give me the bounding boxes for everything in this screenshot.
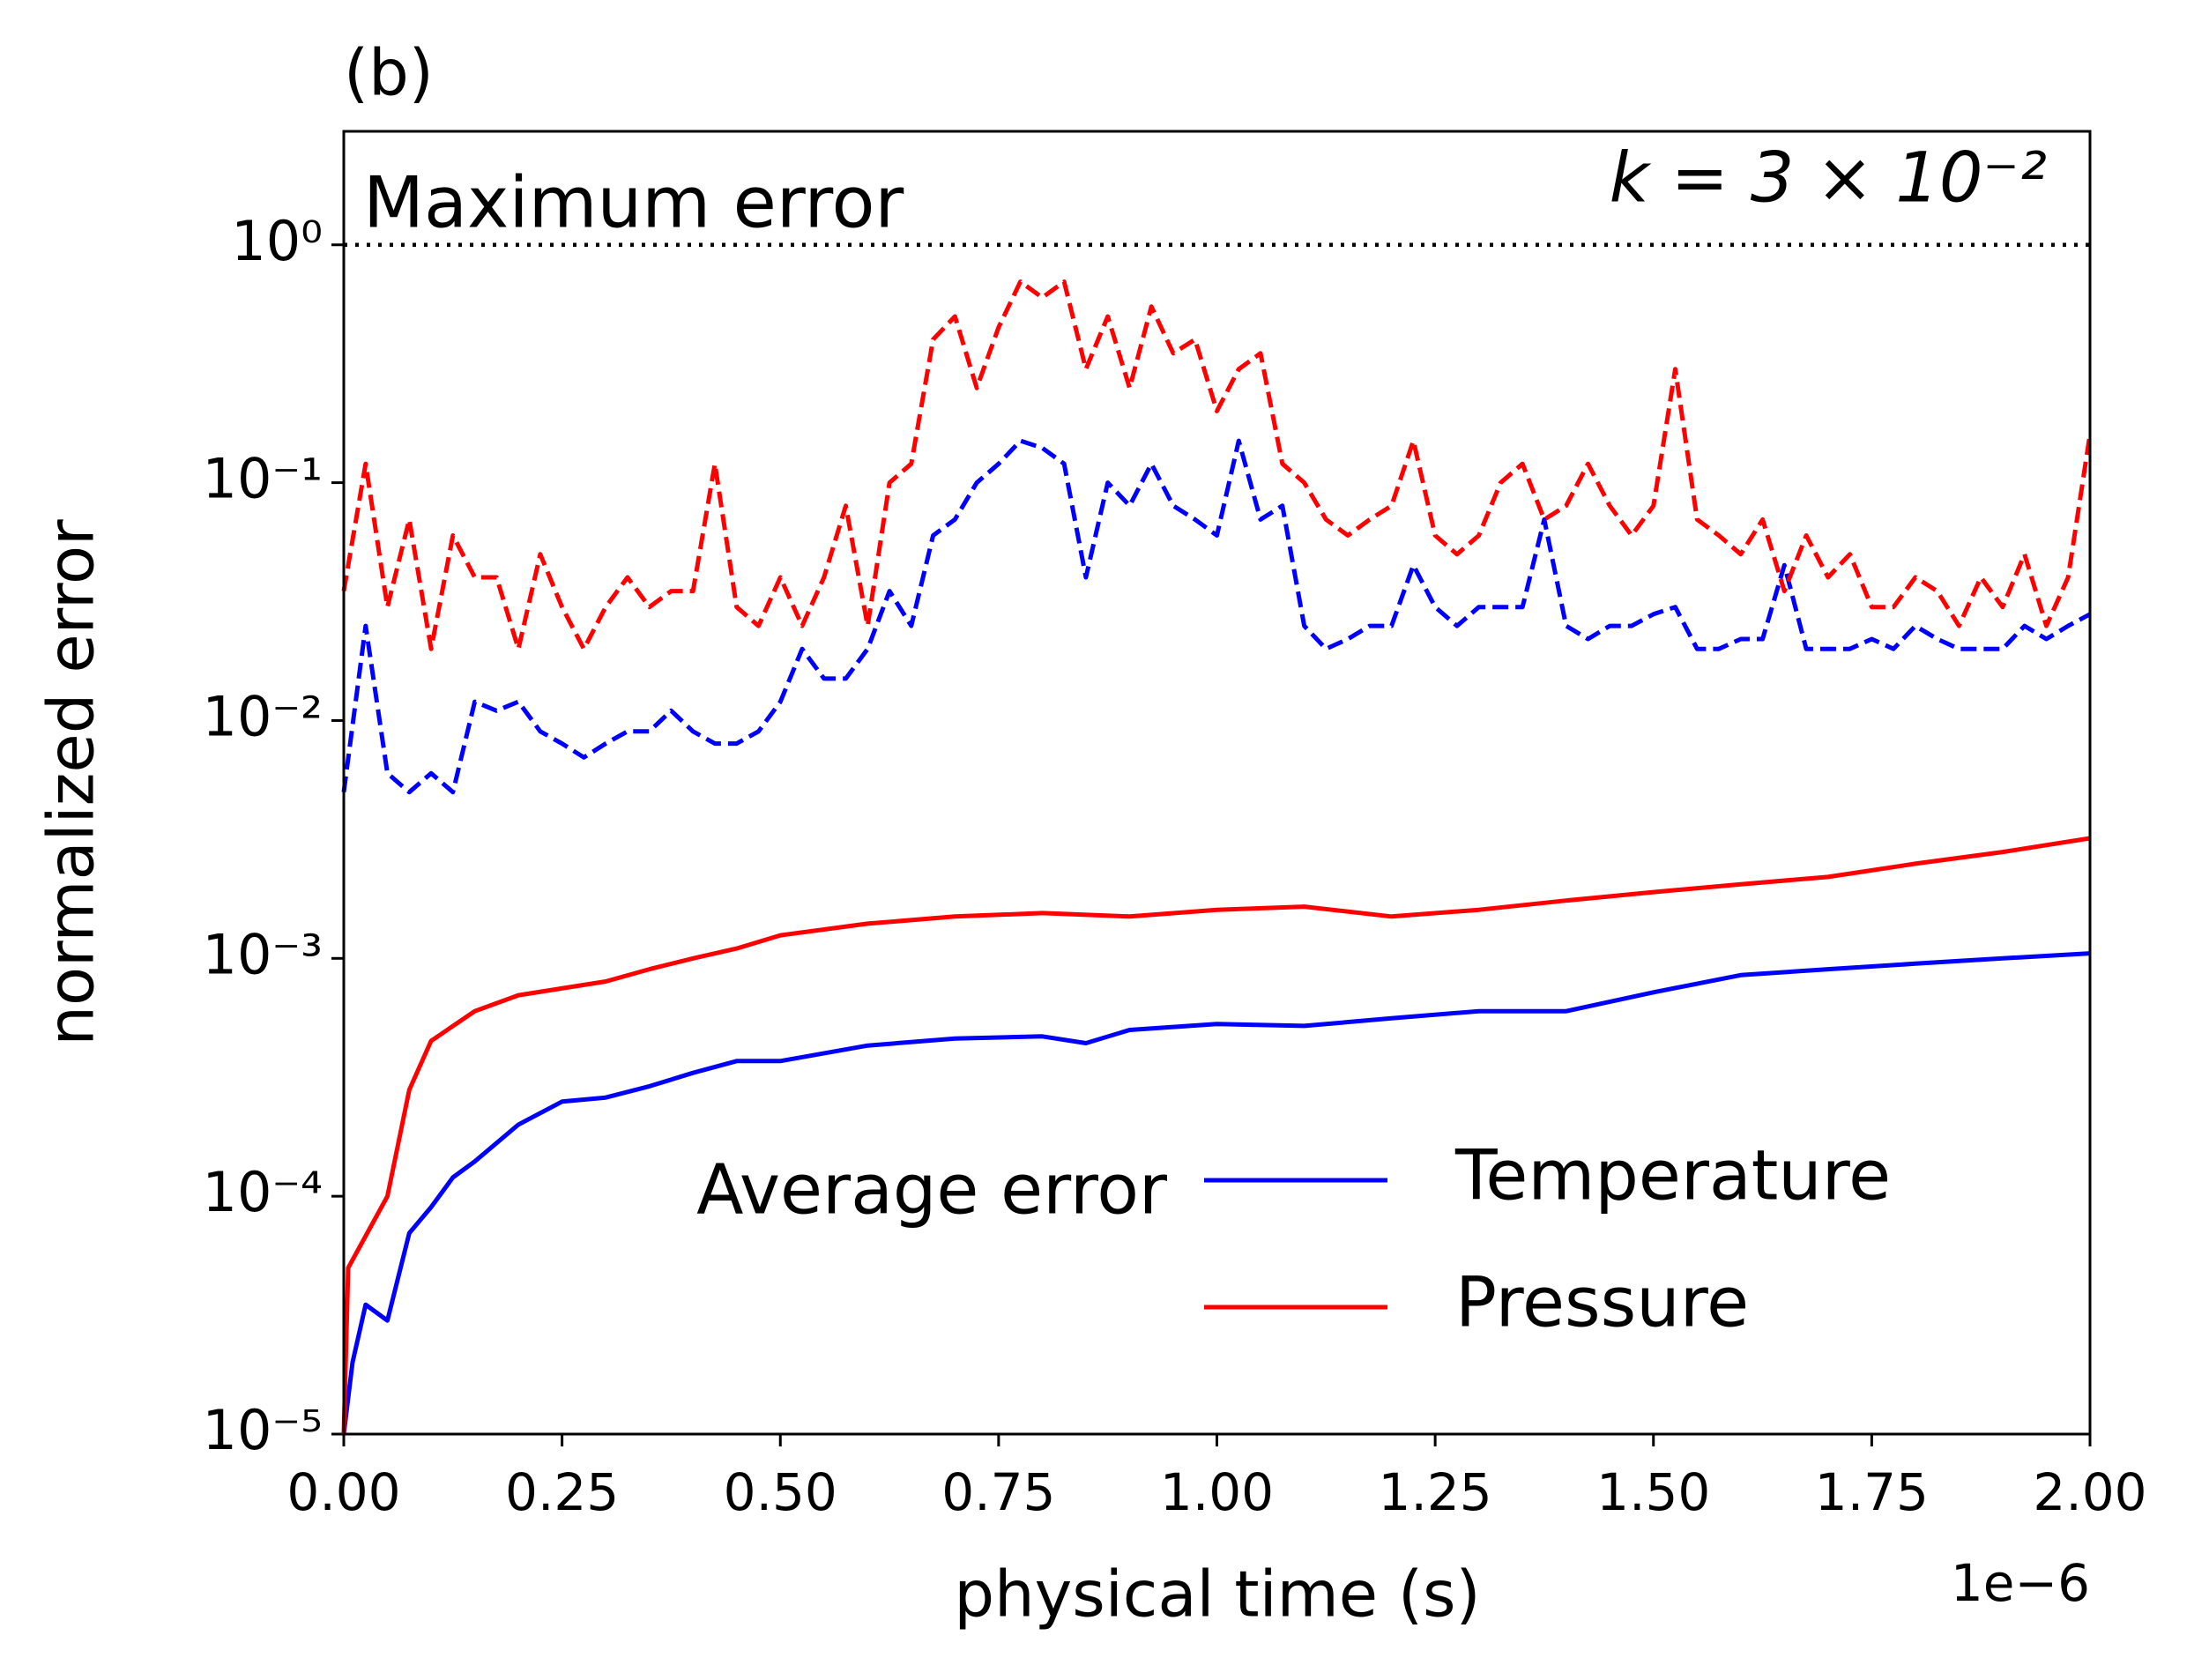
plot-frame [342, 130, 2092, 1436]
line [341, 951, 2091, 1435]
x-tick-label: 0.75 [941, 1462, 1055, 1522]
legend-label: Temperature [1454, 1136, 1891, 1215]
legend-label: Pressure [1455, 1263, 1749, 1342]
x-tick-label: 1.00 [1160, 1462, 1274, 1522]
y-axis-label: normalized error [34, 519, 108, 1046]
y-tick-label: 10⁻² [203, 685, 323, 749]
x-tick-label: 0.00 [286, 1462, 400, 1522]
x-tick-label: 1.50 [1596, 1462, 1710, 1522]
x-offset-label: 1e−6 [1951, 1553, 2090, 1613]
x-tick-label: 1.25 [1379, 1462, 1492, 1522]
x-tick-label: 0.25 [505, 1462, 619, 1522]
chart-title: (b) [344, 36, 434, 110]
x-tick-label: 2.00 [2033, 1462, 2146, 1522]
legend-title: Average error [696, 1150, 1168, 1230]
y-tick-label: 10⁰ [231, 209, 323, 273]
y-tick-label: 10⁻¹ [203, 447, 323, 511]
annotation: k = 3 × 10⁻² [1610, 138, 2047, 218]
line [341, 836, 2091, 1435]
dashed-line [341, 438, 2092, 795]
x-axis-label: physical time (s) [954, 1557, 1480, 1632]
x-tick-label: 1.75 [1815, 1462, 1929, 1522]
dashed-line [341, 279, 2093, 651]
y-tick-label: 10⁻⁴ [203, 1160, 323, 1224]
y-tick-label: 10⁻⁵ [203, 1398, 323, 1462]
x-tick-label: 0.50 [724, 1462, 837, 1522]
y-tick-label: 10⁻³ [203, 922, 323, 986]
reference-label: Maximum error [363, 162, 904, 244]
